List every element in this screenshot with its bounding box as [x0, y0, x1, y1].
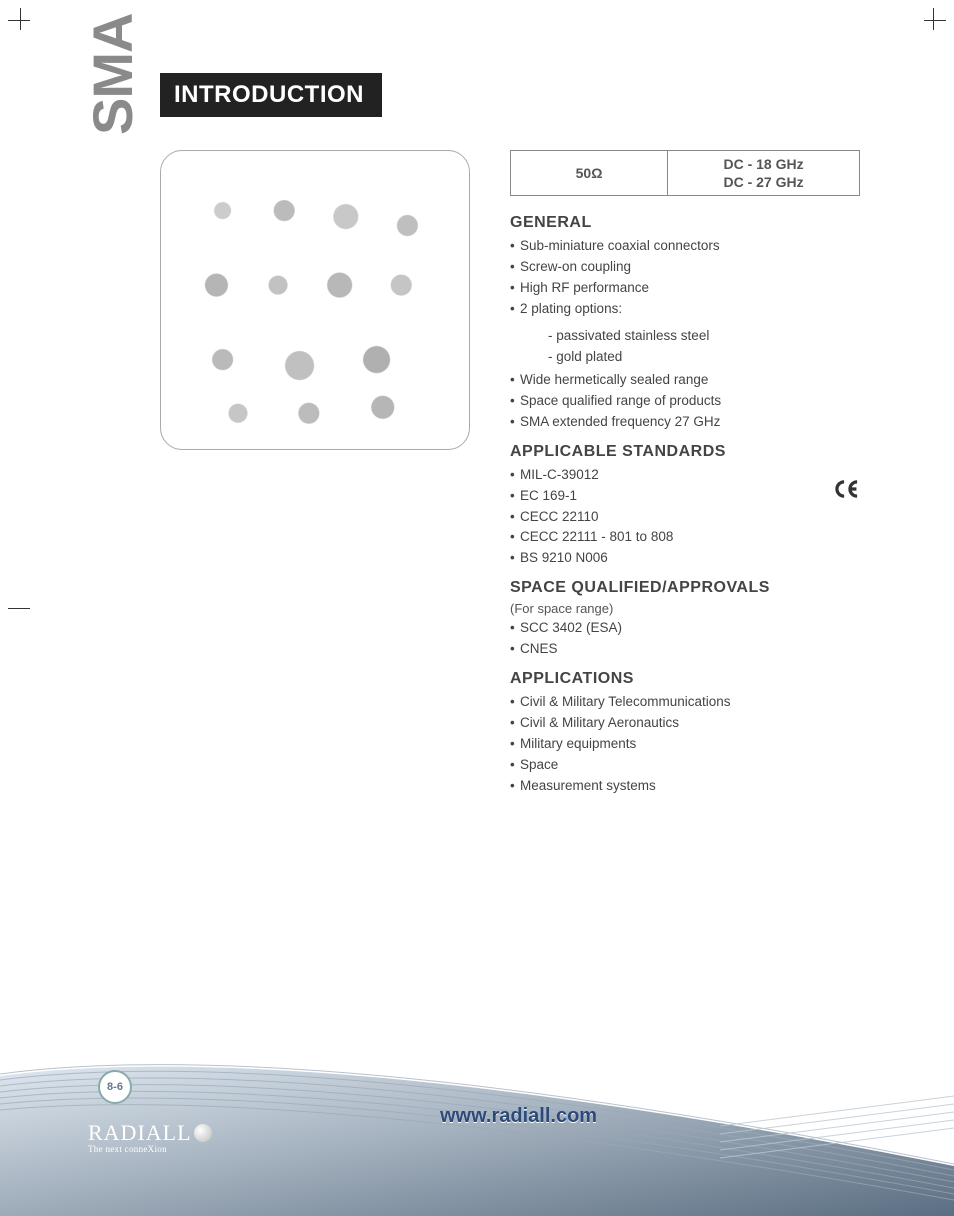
list-item: 2 plating options:: [510, 299, 860, 320]
list-item: SCC 3402 (ESA): [510, 618, 860, 639]
list-item: MIL-C-39012: [510, 465, 860, 486]
spec-table: 50Ω DC - 18 GHz DC - 27 GHz: [510, 150, 860, 196]
list-item: Wide hermetically sealed range: [510, 370, 860, 391]
list-item: - passivated stainless steel: [548, 326, 860, 347]
section-heading-standards: APPLICABLE STANDARDS: [510, 443, 860, 461]
ce-mark-icon: [835, 478, 861, 507]
list-item: CECC 22110: [510, 507, 860, 528]
list-item: EC 169-1: [510, 486, 860, 507]
logo-globe-icon: [194, 1124, 212, 1142]
section-heading-general: GENERAL: [510, 214, 860, 232]
list-item: Measurement systems: [510, 776, 860, 797]
spec-impedance: 50Ω: [511, 151, 668, 196]
spec-frequency: DC - 18 GHz DC - 27 GHz: [668, 151, 860, 196]
list-item: Civil & Military Telecommunications: [510, 692, 860, 713]
website-url: www.radiall.com: [440, 1105, 597, 1128]
list-item: Screw-on coupling: [510, 257, 860, 278]
list-item: BS 9210 N006: [510, 548, 860, 569]
list-item: SMA extended frequency 27 GHz: [510, 412, 860, 433]
list-item: High RF performance: [510, 278, 860, 299]
list-item: Space qualified range of products: [510, 391, 860, 412]
list-item: CECC 22111 - 801 to 808: [510, 527, 860, 548]
list-item: - gold plated: [548, 347, 860, 368]
space-note: (For space range): [510, 601, 860, 616]
list-item: CNES: [510, 639, 860, 660]
crop-mark: [8, 20, 30, 21]
list-item: Military equipments: [510, 734, 860, 755]
company-logo: RADIALL The next conneXion: [88, 1120, 212, 1154]
list-item: Sub-miniature coaxial connectors: [510, 236, 860, 257]
general-list-2: Wide hermetically sealed range Space qua…: [510, 370, 860, 433]
list-item: Space: [510, 755, 860, 776]
section-heading-space: SPACE QUALIFIED/APPROVALS: [510, 579, 860, 597]
standards-list: MIL-C-39012 EC 169-1 CECC 22110 CECC 221…: [510, 465, 860, 570]
crop-mark: [20, 8, 21, 30]
general-sublist: - passivated stainless steel - gold plat…: [548, 326, 860, 368]
crop-mark: [8, 608, 30, 609]
page-title: INTRODUCTION: [160, 73, 382, 117]
list-item: Civil & Military Aeronautics: [510, 713, 860, 734]
section-heading-applications: APPLICATIONS: [510, 670, 860, 688]
page-number-badge: 8-6: [98, 1070, 132, 1104]
crop-mark: [924, 20, 946, 21]
product-family-label: SMA: [80, 14, 145, 135]
company-name: RADIALL: [88, 1120, 192, 1145]
general-list: Sub-miniature coaxial connectors Screw-o…: [510, 236, 860, 320]
spec-freq-1: DC - 18 GHz: [676, 155, 851, 173]
spec-freq-2: DC - 27 GHz: [676, 173, 851, 191]
space-list: SCC 3402 (ESA) CNES: [510, 618, 860, 660]
product-image: [160, 150, 470, 450]
applications-list: Civil & Military Telecommunications Civi…: [510, 692, 860, 797]
crop-mark: [933, 8, 934, 30]
